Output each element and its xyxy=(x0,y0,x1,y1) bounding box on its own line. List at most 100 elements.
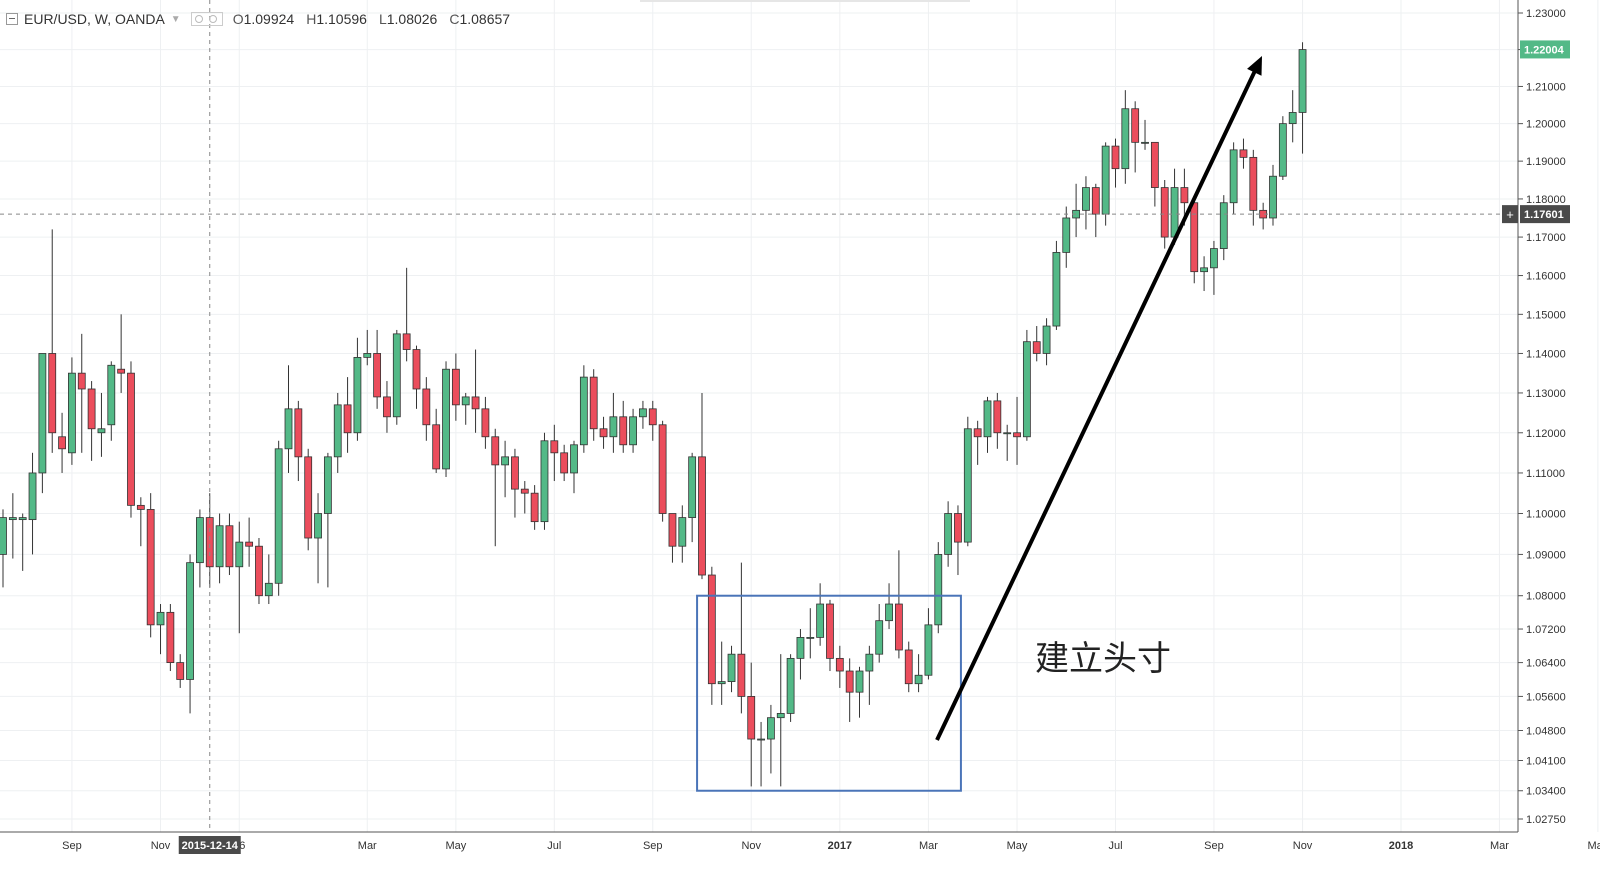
candle xyxy=(973,420,982,465)
price-tick-label: 1.03400 xyxy=(1526,786,1566,798)
time-tick-label: Mar xyxy=(919,840,938,852)
candle-body-up xyxy=(1278,123,1287,177)
time-tick-label: 2018 xyxy=(1389,840,1413,852)
candle xyxy=(855,666,864,718)
candle-body-down xyxy=(599,428,608,438)
price-tick-label: 1.23000 xyxy=(1526,8,1566,20)
candle xyxy=(1131,101,1140,173)
candle-body-down xyxy=(835,657,844,672)
candle xyxy=(343,377,352,453)
candle-body-up xyxy=(97,428,106,434)
candle-body-up xyxy=(944,513,953,555)
candle xyxy=(1111,138,1120,188)
candle-body-up xyxy=(0,517,7,555)
candle xyxy=(1160,179,1169,249)
candle xyxy=(1141,119,1149,150)
candle xyxy=(1042,318,1051,366)
price-tick-label: 1.18000 xyxy=(1526,194,1566,206)
arrow-head-icon xyxy=(1247,56,1262,76)
candle xyxy=(274,440,283,596)
candle xyxy=(776,654,785,787)
time-axis[interactable]: SepNov16MarMayJulSepNov2017MarMayJulSepN… xyxy=(0,831,1600,854)
candle-body-down xyxy=(619,416,628,446)
candle xyxy=(1298,42,1307,154)
candle-body-down xyxy=(511,456,519,490)
price-tick-label: 1.06400 xyxy=(1526,658,1566,670)
price-tick-label: 1.14000 xyxy=(1526,348,1566,360)
candle-body-down xyxy=(225,525,234,568)
price-tick-label: 1.08000 xyxy=(1526,591,1566,603)
candle-body-up xyxy=(727,653,736,682)
candle-body-up xyxy=(629,416,637,446)
candle xyxy=(1229,142,1238,215)
candle xyxy=(806,608,815,659)
collapse-icon[interactable] xyxy=(6,13,18,25)
candle xyxy=(383,381,391,433)
price-tick-label: 1.04800 xyxy=(1526,725,1566,737)
candle xyxy=(747,662,756,787)
candle-body-up xyxy=(776,713,785,719)
candle xyxy=(1003,424,1012,461)
top-tab-strip xyxy=(640,0,970,2)
candlestick-series xyxy=(0,42,1307,787)
candle xyxy=(560,444,569,482)
candle xyxy=(904,641,913,693)
candle xyxy=(501,440,509,498)
candle-body-down xyxy=(422,388,431,426)
chevron-down-icon[interactable]: ▼ xyxy=(170,13,181,25)
trend-arrow-line[interactable] xyxy=(935,68,1258,741)
candle xyxy=(678,505,687,563)
candle xyxy=(550,424,559,482)
price-tick-label: 1.11000 xyxy=(1526,468,1565,480)
candle-body-up xyxy=(1298,49,1307,113)
candle-body-down xyxy=(451,368,460,406)
candle-body-up xyxy=(1219,202,1228,249)
time-tick-label: May xyxy=(445,840,466,852)
price-tick-label: 1.19000 xyxy=(1526,156,1566,168)
candle xyxy=(127,361,135,518)
candle-body-up xyxy=(1042,325,1051,354)
plus-icon[interactable]: + xyxy=(1506,207,1514,222)
price-tick-label: 1.09000 xyxy=(1526,549,1566,561)
price-tick-label: 1.10000 xyxy=(1526,509,1566,521)
candle-body-up xyxy=(816,603,825,638)
candle-body-up xyxy=(68,372,76,454)
candle-body-down xyxy=(747,696,756,740)
candle-body-down xyxy=(1249,156,1258,211)
candle-body-down xyxy=(954,513,962,543)
last-price-text: 1.22004 xyxy=(1524,44,1565,56)
candle xyxy=(885,583,893,630)
candle-body-down xyxy=(845,670,854,693)
candle-body-up xyxy=(609,416,618,438)
candle-body-up xyxy=(284,408,293,450)
candle xyxy=(668,513,677,563)
price-tick-label: 1.15000 xyxy=(1526,309,1566,321)
candle xyxy=(1101,142,1110,226)
price-tick-label: 1.13000 xyxy=(1526,388,1566,400)
candle-body-up xyxy=(579,376,588,446)
candle-body-up xyxy=(639,408,647,418)
high-value: H1.10596 xyxy=(306,11,367,27)
candle xyxy=(520,481,529,514)
candle-body-up xyxy=(983,400,992,438)
candle xyxy=(412,345,421,409)
time-tick-label: Jul xyxy=(1108,840,1122,852)
candle xyxy=(1062,206,1071,268)
candle-body-up xyxy=(1229,149,1238,204)
candle-body-down xyxy=(166,611,175,663)
visibility-icon[interactable] xyxy=(190,12,223,26)
close-value: C1.08657 xyxy=(449,11,511,27)
symbol-label[interactable]: EUR/USD, W, OANDA xyxy=(24,11,165,27)
candle-body-up xyxy=(885,603,893,622)
candle xyxy=(392,329,401,425)
candle-body-down xyxy=(491,436,500,466)
candle xyxy=(629,408,637,453)
candle-body-down xyxy=(894,603,903,651)
price-axis[interactable]: 1.230001.220001.210001.200001.190001.180… xyxy=(1502,0,1570,832)
candle-body-up xyxy=(1062,217,1071,253)
candle xyxy=(579,365,588,453)
candle-body-down xyxy=(402,333,411,350)
price-tick-label: 1.12000 xyxy=(1526,428,1566,440)
candle xyxy=(717,641,726,705)
